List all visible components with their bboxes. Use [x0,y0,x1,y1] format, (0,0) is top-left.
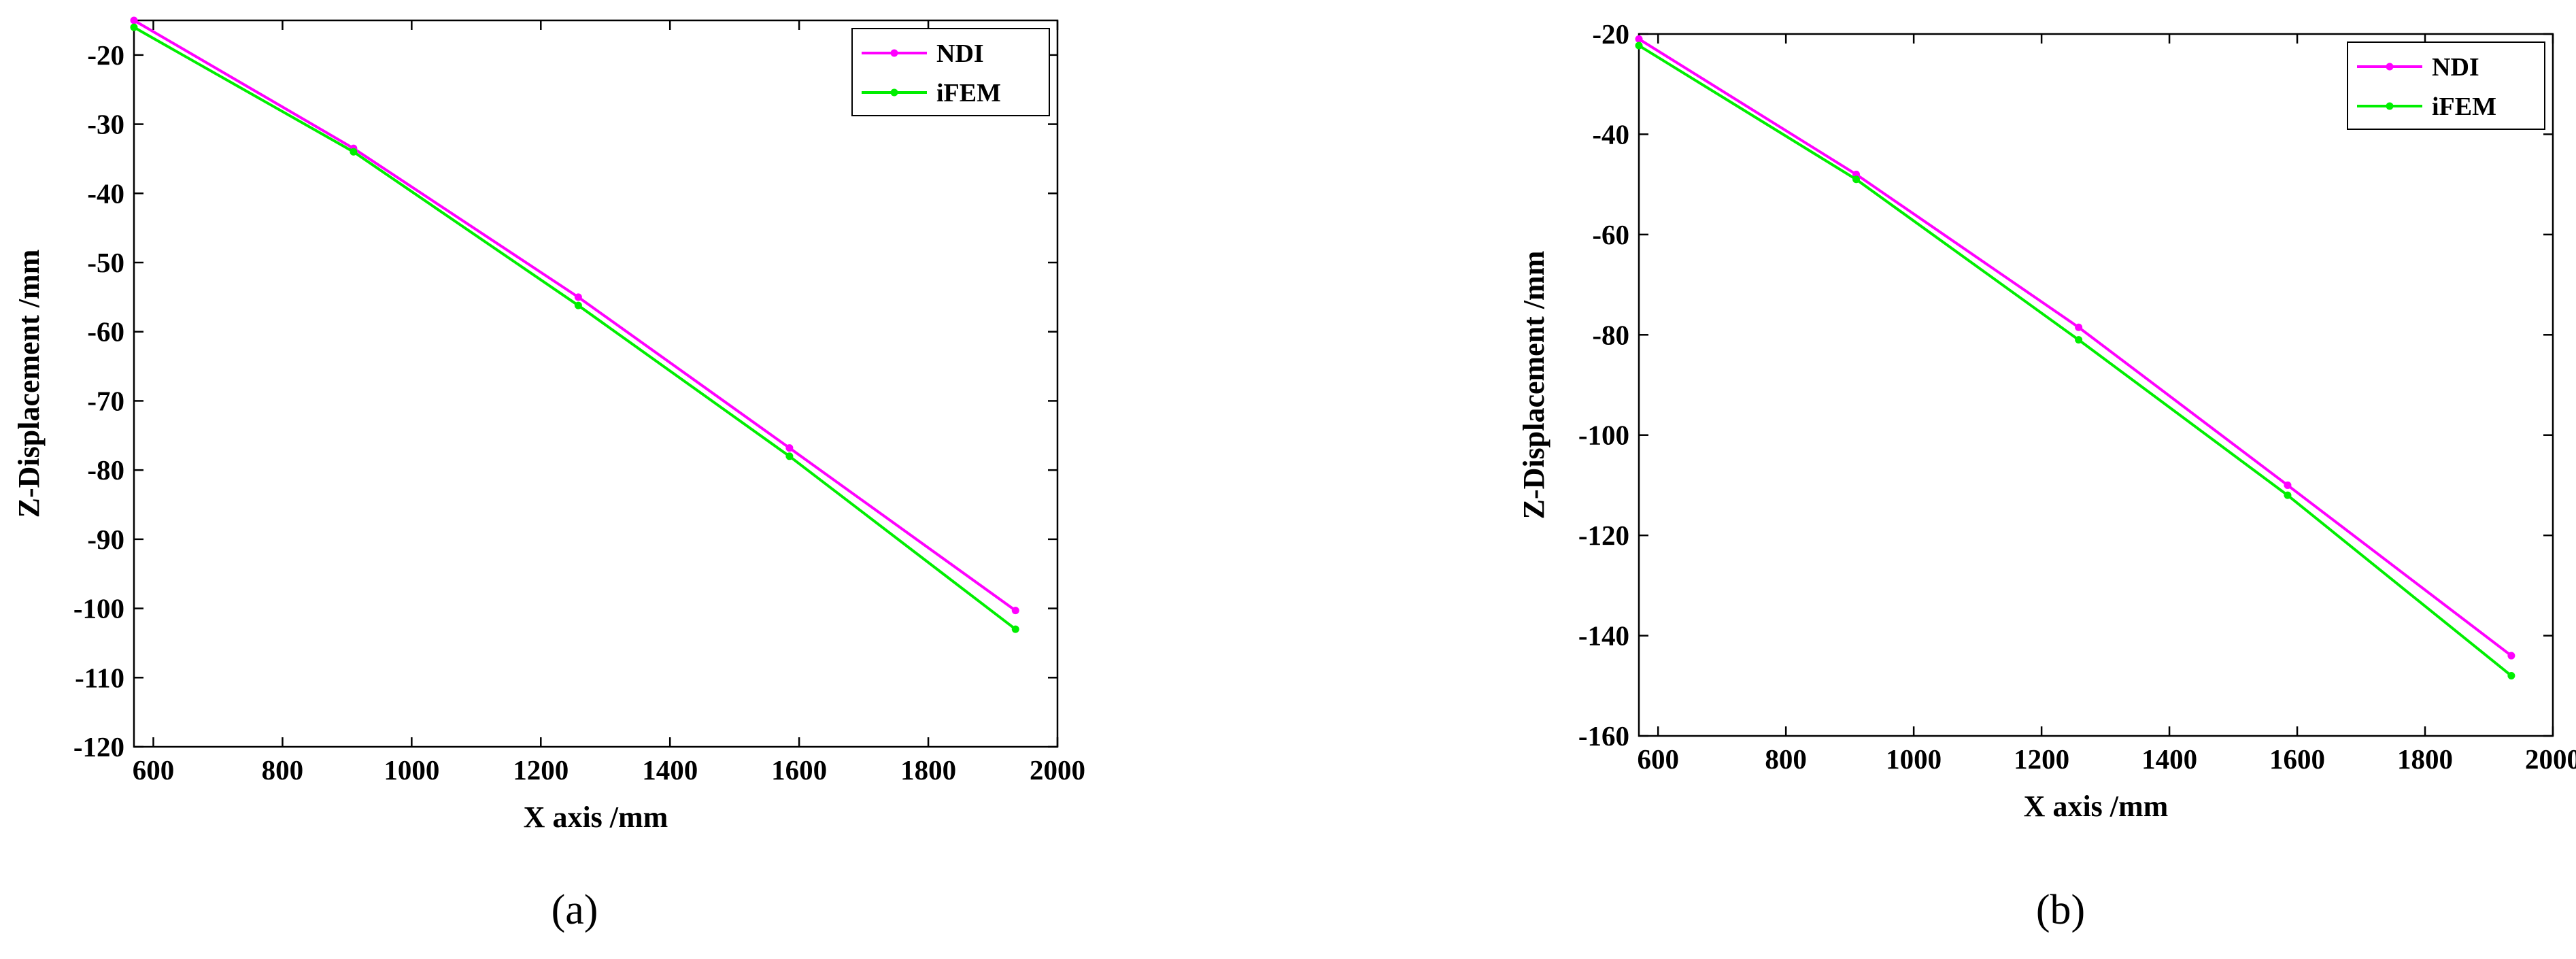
y-tick-label: -40 [87,178,124,209]
y-tick-label: -40 [1592,118,1629,150]
legend-marker-iFEM [890,88,898,97]
x-tick-label: 2000 [1030,754,1085,786]
plot-frame [133,19,1059,748]
x-tick-label: 600 [133,754,175,786]
legend-marker-iFEM [2386,102,2394,110]
legend-label-iFEM: iFEM [936,79,1001,107]
y-tick-label: -120 [1578,520,1629,551]
y-tick-label: -80 [87,454,124,486]
legend-box [851,28,1050,116]
x-tick-label: 1000 [384,754,439,786]
data-point-iFEM [2284,491,2292,499]
x-tick-label: 1400 [642,754,698,786]
y-tick-label: -90 [87,524,124,555]
legend-marker-NDI [890,49,898,57]
x-tick-label: 1600 [2269,743,2325,775]
y-tick-label: -60 [87,316,124,348]
x-axis-title: X axis /mm [2024,790,2169,823]
y-tick-label: -80 [1592,319,1629,350]
legend-box [2347,41,2545,130]
series-line-iFEM [133,26,1017,630]
x-tick-label: 800 [262,754,304,786]
y-axis-title: Z-Displacement /mm [12,250,46,518]
data-point-NDI [1635,35,1643,43]
data-point-NDI [2075,323,2083,331]
data-point-NDI [2507,652,2515,660]
y-tick-label: -100 [1578,420,1629,451]
x-tick-label: 1000 [1886,743,1942,775]
legend-label-NDI: NDI [936,39,984,68]
y-tick-label: -60 [1592,219,1629,250]
x-tick-label: 1400 [2141,743,2197,775]
data-point-NDI [2284,481,2292,489]
x-tick-label: 1800 [900,754,956,786]
y-tick-label: -140 [1578,620,1629,652]
y-tick-label: -20 [1592,18,1629,50]
legend-marker-NDI [2386,63,2394,71]
series-line-iFEM [1638,44,2513,677]
x-tick-label: 1200 [513,754,569,786]
data-point-iFEM [1852,175,1861,184]
x-axis-title: X axis /mm [524,801,668,834]
plot-frame [1638,33,2554,737]
y-axis-title: Z-Displacement /mm [1517,251,1550,520]
data-point-iFEM [785,452,794,460]
legend-label-NDI: NDI [2432,53,2479,82]
y-tick-label: -70 [87,385,124,416]
x-tick-label: 600 [1637,743,1679,775]
x-tick-label: 1800 [2397,743,2453,775]
series-line-NDI [1638,37,2513,657]
chart-panel-1: 600 800 1000 1200 1400 1600 1800 2000 -20 -30 -40 -… [12,16,1085,933]
panel-label: (a) [552,887,598,933]
x-tick-label: 2000 [2525,743,2576,775]
data-point-iFEM [350,148,358,156]
data-point-NDI [130,16,138,24]
data-point-iFEM [574,301,582,309]
y-tick-label: -120 [73,731,124,762]
data-point-iFEM [130,23,138,31]
data-point-iFEM [2075,336,2083,344]
legend-label-iFEM: iFEM [2432,92,2496,121]
y-tick-label: -110 [75,662,124,693]
data-point-NDI [574,293,582,301]
data-point-iFEM [1011,625,1019,633]
y-tick-label: -30 [87,109,124,140]
y-tick-label: -160 [1578,720,1629,752]
x-tick-label: 1200 [2014,743,2069,775]
data-point-iFEM [1635,41,1643,50]
y-tick-label: -50 [87,247,124,278]
panel-label: (b) [2036,887,2085,933]
x-tick-label: 1600 [771,754,827,786]
y-tick-label: -20 [87,39,124,71]
data-point-NDI [785,444,794,452]
data-point-NDI [1011,607,1019,615]
x-tick-label: 800 [1765,743,1807,775]
y-tick-label: -100 [73,593,124,624]
chart-panel-2: 600 800 1000 1200 1400 1600 1800 2000 -20 -40 -60 -… [1517,18,2576,933]
data-point-iFEM [2507,672,2515,680]
